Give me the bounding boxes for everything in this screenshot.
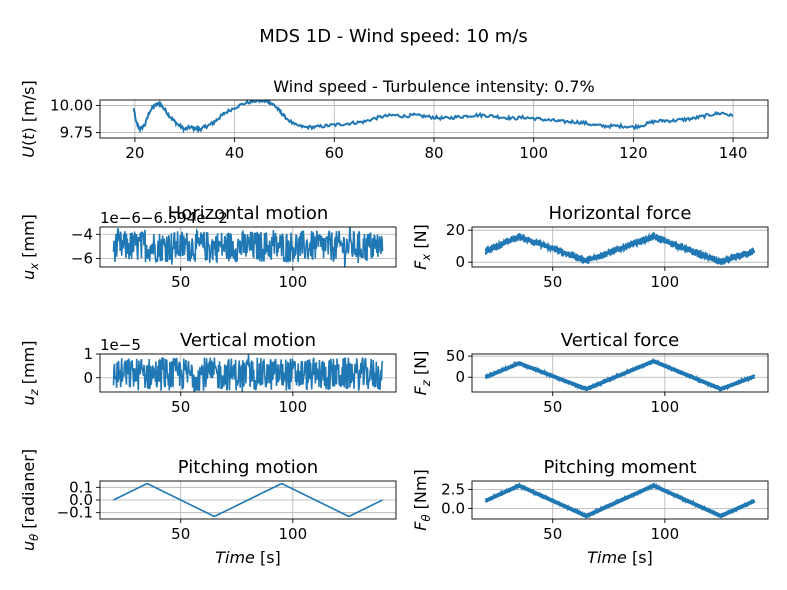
y-tick-label: −0.1 — [57, 504, 93, 522]
y-tick-label: 10.00 — [50, 96, 93, 114]
y-axis-label: ux [mm] — [19, 214, 41, 280]
x-tick-label: 100 — [651, 525, 680, 543]
x-tick-label: 50 — [171, 398, 190, 416]
subplot-title: Vertical motion — [180, 330, 316, 351]
axes-frame — [471, 226, 769, 268]
axes-frame — [99, 353, 397, 393]
series-line — [113, 482, 383, 518]
y-tick-label: 0.0 — [69, 491, 93, 509]
subplot-title: Horizontal motion — [168, 203, 329, 224]
x-tick-label: 50 — [171, 525, 190, 543]
figure-suptitle: MDS 1D - Wind speed: 10 m/s — [259, 26, 528, 47]
x-tick-label: 100 — [279, 273, 308, 291]
x-axis-label: Time [s] — [587, 548, 653, 567]
axes-frame — [99, 226, 397, 268]
axis-offset-text: 1e−5 — [100, 336, 141, 354]
subplot-uz: 50 100 1 0 Vertical motion 1e−5 uz [mm] — [19, 330, 397, 416]
subplot-title: Vertical force — [561, 330, 679, 351]
series-centerline — [484, 359, 756, 392]
y-tick-label: 0 — [83, 369, 93, 387]
x-tick-label: 140 — [719, 144, 748, 162]
y-tick-label: 0.0 — [441, 499, 465, 517]
y-tick-label: −4 — [71, 225, 93, 243]
series-fx — [484, 231, 756, 266]
y-tick-label: 2.5 — [441, 480, 465, 498]
x-tick-label: 50 — [171, 273, 190, 291]
x-tick-label: 80 — [424, 144, 443, 162]
series-line — [112, 354, 384, 392]
x-tick-label: 20 — [125, 144, 144, 162]
y-tick-label: 1 — [83, 345, 93, 363]
subplot-fx: 50 100 0 20 Horizontal force Fx [N] — [411, 203, 769, 291]
subplot-title: Wind speed - Turbulence intensity: 0.7% — [273, 77, 594, 96]
y-axis-label: uz [mm] — [19, 341, 41, 406]
x-tick-label: 60 — [325, 144, 344, 162]
subplot-fz: 50 100 50 0 Vertical force Fz [N] — [411, 330, 769, 416]
y-axis-label: uθ [radianer] — [19, 449, 41, 551]
y-axis-label: U(t) [m/s] — [19, 80, 38, 157]
x-tick-label: 50 — [543, 525, 562, 543]
y-tick-label: 0 — [455, 368, 465, 386]
x-tick-label: 40 — [225, 144, 244, 162]
series-ftheta — [484, 481, 756, 519]
y-tick-label: 20 — [446, 221, 465, 239]
x-tick-label: 100 — [651, 398, 680, 416]
series-line — [132, 100, 734, 134]
axes-frame — [471, 353, 769, 393]
x-tick-label: 120 — [619, 144, 648, 162]
subplot-wind: 20 40 60 80 100 120 140 9.75 10.00 Wind speed - T… — [19, 77, 769, 162]
x-tick-label: 100 — [519, 144, 548, 162]
subplot-utheta: 50 100 0.10.0−0.1 Pitching motion uθ [radian… — [19, 449, 397, 567]
y-axis-label: Fθ [Nm] — [411, 469, 433, 530]
series-wind — [132, 100, 734, 134]
x-tick-label: 50 — [543, 398, 562, 416]
y-axis-label: Fz [N] — [411, 351, 433, 396]
subplot-ftheta: 50 100 2.50.0 Pitching moment Fθ [Nm] Time [s… — [411, 457, 769, 567]
y-tick-label: 50 — [446, 347, 465, 365]
y-tick-label: −6 — [71, 250, 93, 268]
x-tick-label: 50 — [543, 273, 562, 291]
x-tick-label: 100 — [279, 398, 308, 416]
subplot-title: Horizontal force — [549, 203, 692, 224]
subplot-title: Pitching motion — [178, 457, 318, 478]
series-line — [112, 227, 384, 267]
x-tick-label: 100 — [279, 525, 308, 543]
x-tick-label: 100 — [651, 273, 680, 291]
series-centerline — [484, 234, 756, 265]
y-tick-label: 9.75 — [60, 124, 93, 142]
x-axis-label: Time [s] — [215, 548, 281, 567]
subplot-title: Pitching moment — [544, 457, 697, 478]
series-fz — [484, 357, 756, 392]
y-tick-label: 0.1 — [69, 478, 93, 496]
y-tick-label: 0 — [455, 253, 465, 271]
axes-frame — [471, 480, 769, 520]
series-utheta — [113, 482, 383, 518]
series-ux — [112, 227, 384, 267]
axis-offset-text: 1e−6−6.594e−2 — [100, 209, 228, 227]
y-axis-label: Fx [N] — [411, 224, 433, 270]
series-centerline — [484, 483, 756, 519]
series-uz — [112, 354, 384, 392]
